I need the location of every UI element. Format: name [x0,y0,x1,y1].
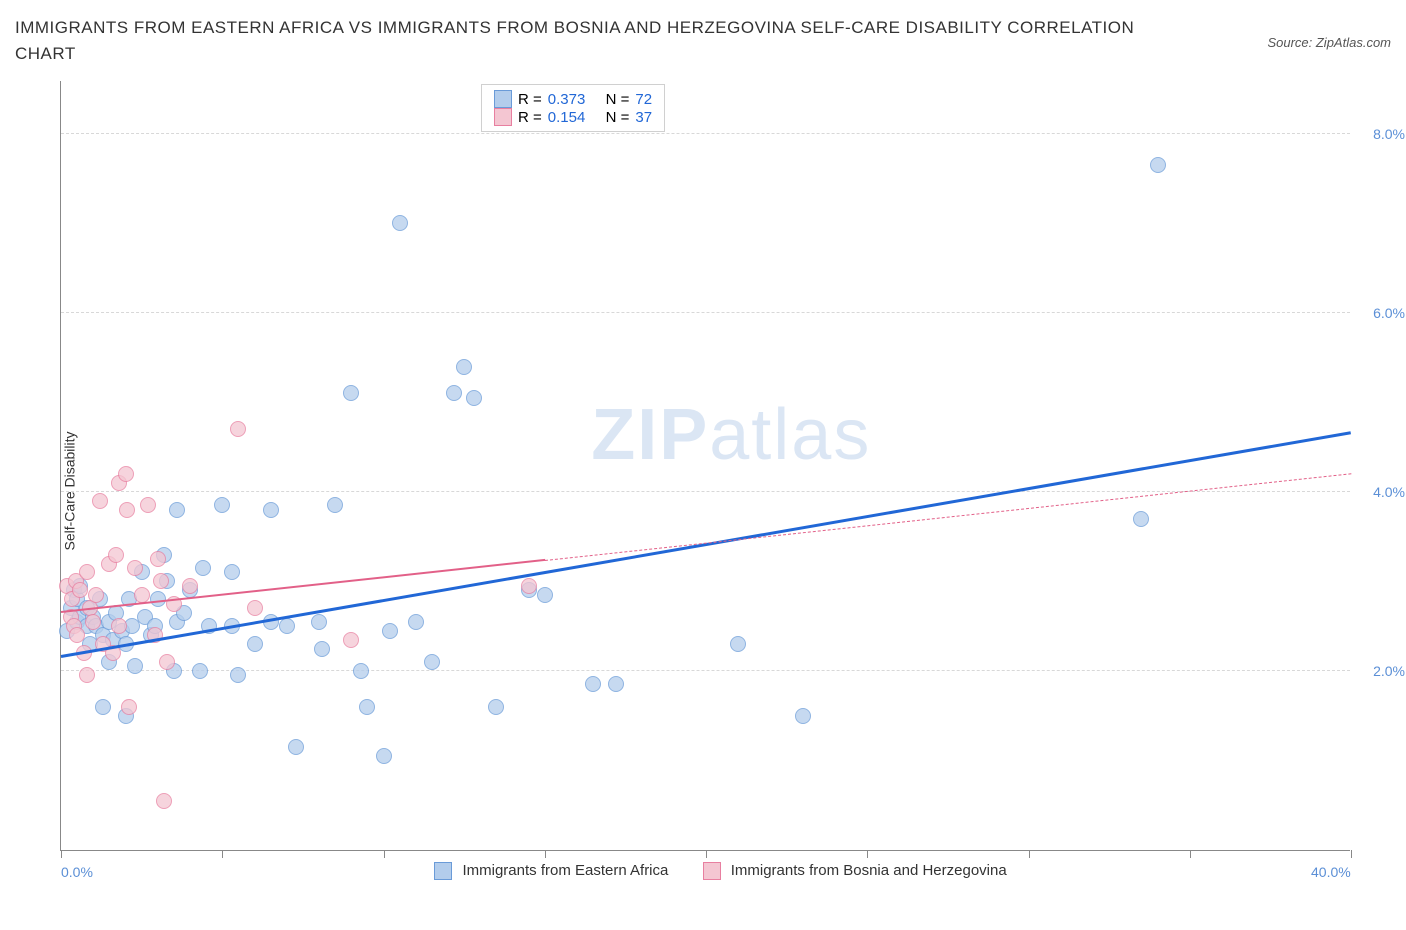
data-point [521,578,537,594]
data-point [119,502,135,518]
x-tick [545,850,546,858]
data-point [156,793,172,809]
chart-container: Self-Care Disability ZIPatlas R = 0.373 … [15,76,1391,906]
x-tick [61,850,62,858]
data-point [795,708,811,724]
data-point [72,582,88,598]
data-point [446,385,462,401]
data-point [127,658,143,674]
gridline [61,670,1350,671]
x-tick [1190,850,1191,858]
swatch-series-1 [494,108,512,126]
data-point [169,502,185,518]
data-point [153,573,169,589]
data-point [69,627,85,643]
gridline [61,312,1350,313]
y-tick-label: 2.0% [1373,663,1405,679]
data-point [408,614,424,630]
r-value-1: 0.154 [548,109,586,126]
data-point [730,636,746,652]
y-tick-label: 4.0% [1373,484,1405,500]
data-point [608,676,624,692]
data-point [288,739,304,755]
data-point [230,667,246,683]
data-point [1133,511,1149,527]
data-point [85,614,101,630]
data-point [95,699,111,715]
data-point [79,667,95,683]
trend-line [61,431,1352,658]
data-point [92,493,108,509]
data-point [79,564,95,580]
data-point [150,551,166,567]
swatch-bottom-0 [434,862,452,880]
data-point [1150,157,1166,173]
x-tick-label: 40.0% [1311,864,1351,880]
data-point [353,663,369,679]
gridline [61,491,1350,492]
data-point [121,699,137,715]
n-value-0: 72 [635,91,652,108]
data-point [108,547,124,563]
data-point [230,421,246,437]
data-point [192,663,208,679]
data-point [134,587,150,603]
y-tick-label: 8.0% [1373,126,1405,142]
chart-title: IMMIGRANTS FROM EASTERN AFRICA VS IMMIGR… [15,15,1135,66]
n-value-1: 37 [635,109,652,126]
data-point [376,748,392,764]
data-point [140,497,156,513]
x-tick [222,850,223,858]
data-point [314,641,330,657]
r-value-0: 0.373 [548,91,586,108]
gridline [61,133,1350,134]
data-point [456,359,472,375]
trend-line [545,473,1351,561]
x-tick [1029,850,1030,858]
data-point [111,618,127,634]
data-point [327,497,343,513]
data-point [359,699,375,715]
data-point [392,215,408,231]
data-point [127,560,143,576]
data-point [118,466,134,482]
data-point [382,623,398,639]
legend-stats: R = 0.373 N = 72 R = 0.154 N = 37 [481,84,665,132]
data-point [224,564,240,580]
data-point [585,676,601,692]
x-tick [1351,850,1352,858]
data-point [88,587,104,603]
swatch-bottom-1 [703,862,721,880]
data-point [159,654,175,670]
data-point [247,636,263,652]
data-point [343,632,359,648]
y-tick-label: 6.0% [1373,305,1405,321]
swatch-series-0 [494,90,512,108]
data-point [247,600,263,616]
x-tick-label: 0.0% [61,864,93,880]
data-point [195,560,211,576]
data-point [311,614,327,630]
source-label: Source: ZipAtlas.com [1267,35,1391,50]
data-point [466,390,482,406]
data-point [182,578,198,594]
data-point [263,502,279,518]
data-point [488,699,504,715]
x-tick [384,850,385,858]
data-point [424,654,440,670]
legend-bottom: Immigrants from Eastern Africa Immigrant… [61,862,1350,880]
data-point [537,587,553,603]
watermark: ZIPatlas [591,394,871,476]
data-point [214,497,230,513]
x-tick [706,850,707,858]
data-point [279,618,295,634]
data-point [343,385,359,401]
plot-area: ZIPatlas R = 0.373 N = 72 R = 0.154 N = … [60,81,1350,851]
x-tick [867,850,868,858]
